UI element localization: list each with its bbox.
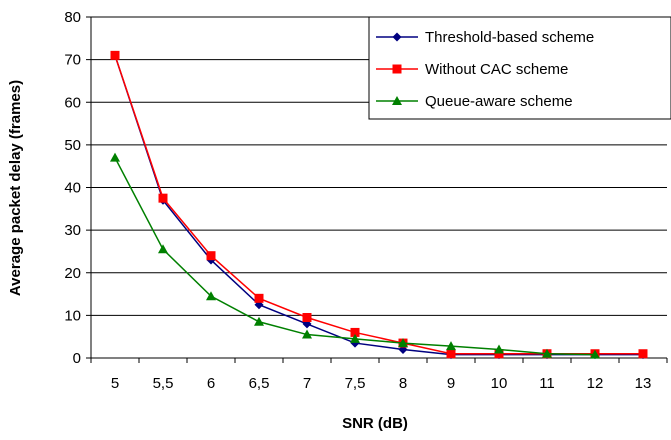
legend-label: Threshold-based scheme: [425, 29, 594, 46]
y-tick-label: 20: [64, 265, 81, 282]
y-axis-title: Average packet delay (frames): [7, 80, 24, 296]
y-tick-label: 70: [64, 52, 81, 69]
x-tick-label: 7,5: [345, 375, 366, 392]
legend-box: [368, 16, 671, 120]
y-tick-label: 80: [64, 9, 81, 26]
data-point: [494, 344, 504, 354]
data-point: [542, 348, 552, 358]
data-point: [254, 316, 264, 326]
data-point: [590, 349, 600, 359]
y-tick-label: 30: [64, 222, 81, 239]
y-tick-label: 10: [64, 307, 81, 324]
x-tick-label: 9: [447, 375, 455, 392]
legend-label: Without CAC scheme: [425, 61, 568, 78]
x-tick-label: 5: [111, 375, 119, 392]
data-point: [446, 349, 456, 359]
data-point: [350, 333, 360, 343]
data-point: [638, 349, 648, 359]
x-tick-label: 12: [587, 375, 604, 392]
y-tick-label: 50: [64, 137, 81, 154]
x-tick-label: 6,5: [249, 375, 270, 392]
x-tick-label: 7: [303, 375, 311, 392]
data-point: [302, 329, 312, 339]
data-point: [206, 291, 216, 301]
x-axis-ticks: 5 5,5 6 6,5 7 7,5 8 9 10 11 12 13: [90, 358, 668, 392]
legend-marker: [392, 96, 402, 105]
y-tick-label: 0: [73, 350, 81, 367]
y-tick-label: 60: [64, 94, 81, 111]
legend: Threshold-based scheme Without CAC scheme…: [368, 16, 671, 120]
x-tick-label: 6: [207, 375, 215, 392]
legend-label: Queue-aware scheme: [425, 93, 573, 110]
y-tick-label: 40: [64, 180, 81, 197]
x-tick-label: 11: [539, 375, 555, 392]
data-point: [206, 251, 216, 261]
y-axis-ticks: 0 10 20 30 40 50 60 70 80: [64, 9, 91, 367]
legend-marker: [392, 32, 402, 42]
x-tick-label: 5,5: [153, 375, 174, 392]
series-2: [110, 152, 600, 359]
legend-item: Threshold-based scheme: [376, 29, 594, 46]
data-point: [494, 349, 504, 359]
x-tick-label: 10: [491, 375, 508, 392]
data-point: [110, 152, 120, 162]
x-tick-label: 8: [399, 375, 407, 392]
data-point: [254, 293, 264, 303]
data-point: [158, 244, 168, 254]
data-point: [302, 313, 312, 323]
x-axis-title: SNR (dB): [342, 415, 408, 432]
data-point: [158, 193, 168, 203]
data-point: [398, 338, 408, 348]
series-layer: [110, 50, 648, 360]
x-tick-label: 13: [635, 375, 652, 392]
legend-item: Without CAC scheme: [376, 61, 568, 78]
data-point: [350, 327, 360, 337]
legend-marker: [392, 64, 402, 74]
legend-item: Queue-aware scheme: [376, 93, 573, 110]
data-point: [446, 341, 456, 351]
data-point: [110, 50, 120, 60]
